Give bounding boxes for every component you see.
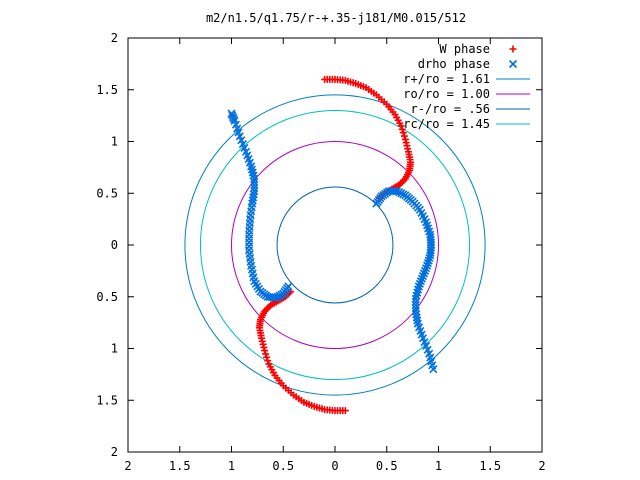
legend-label: rc/ro = 1.45: [403, 117, 490, 131]
y-tick-label: 1.5: [96, 393, 118, 407]
y-tick-label: 0: [111, 238, 118, 252]
y-tick-label: 1.5: [96, 83, 118, 97]
series-drho-phase: [227, 109, 438, 374]
x-tick-label: 2: [538, 459, 545, 473]
y-tick-label: 1: [111, 342, 118, 356]
data-point: [400, 132, 408, 140]
y-tick-label: 2: [111, 445, 118, 459]
x-tick-label: 1.5: [479, 459, 501, 473]
data-point: [411, 300, 420, 310]
y-tick-label: 1: [111, 135, 118, 149]
data-point: [262, 350, 270, 358]
data-markers: [227, 75, 438, 415]
circle-roro: [231, 141, 439, 349]
legend-label: r+/ro = 1.61: [403, 72, 490, 86]
series-w-phase: [255, 75, 415, 415]
data-point: [227, 109, 236, 118]
circle-r-ro: [276, 186, 394, 304]
circle-rcro: [199, 109, 471, 381]
y-tick-label: 0.5: [96, 186, 118, 200]
legend-label: ro/ro = 1.00: [403, 87, 490, 101]
x-tick-label: 2: [124, 459, 131, 473]
data-point: [250, 180, 259, 190]
y-tick-label: 2: [111, 31, 118, 45]
legend-label: W phase: [439, 42, 490, 56]
data-point: [264, 357, 272, 365]
legend-swatch: [508, 59, 518, 69]
data-point: [411, 297, 420, 306]
data-point: [263, 353, 271, 361]
data-point: [399, 129, 407, 137]
data-point: [398, 125, 406, 133]
legend-swatch: [509, 45, 517, 53]
y-tick-label: 0.5: [96, 290, 118, 304]
x-tick-label: 1.5: [169, 459, 191, 473]
legend-label: drho phase: [418, 57, 490, 71]
circle-r+ro: [184, 94, 486, 396]
x-tick-label: 0.5: [272, 459, 294, 473]
data-point: [423, 259, 432, 268]
x-tick-label: 0.5: [376, 459, 398, 473]
data-point: [411, 294, 420, 303]
data-point: [429, 365, 438, 374]
data-point: [250, 184, 259, 193]
data-point: [250, 187, 259, 196]
x-tick-label: 0: [331, 459, 338, 473]
data-point: [265, 360, 273, 368]
axis-ticks: 2 1.5 1 0.5 0 0.5 1 1.5 221.510.500.511.52: [96, 31, 545, 473]
legend-label: r-/ro = .56: [411, 102, 490, 116]
data-point: [397, 122, 405, 130]
reference-circles: [184, 94, 486, 396]
chart-title: m2/n1.5/q1.75/r-+.35-j181/M0.015/512: [206, 11, 466, 25]
x-tick-label: 1: [435, 459, 442, 473]
x-tick-label: 1: [228, 459, 235, 473]
